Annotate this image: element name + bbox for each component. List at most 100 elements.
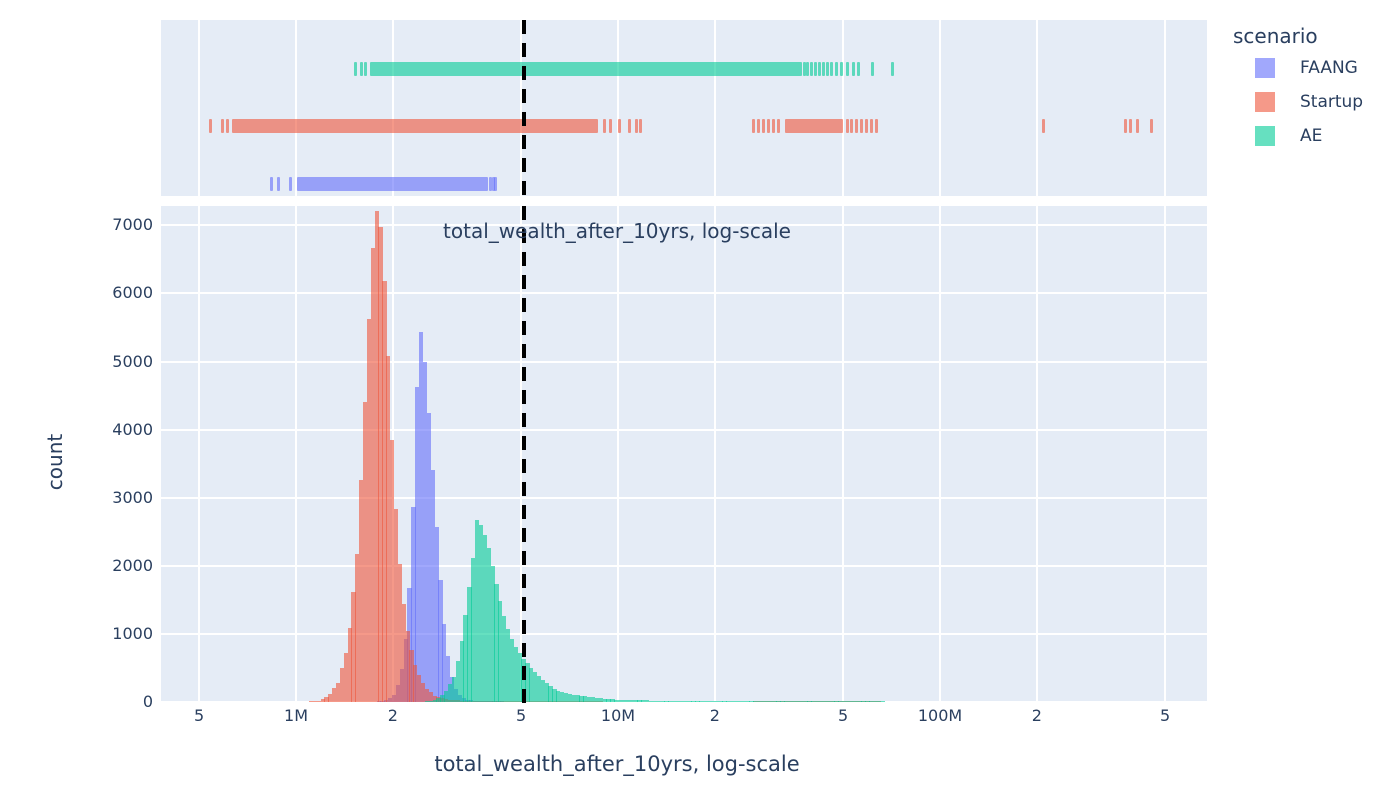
histogram-bar-AE	[726, 701, 731, 702]
gridline-horizontal	[161, 360, 1207, 363]
histogram-bar-Startup	[324, 697, 329, 702]
rug-subplot[interactable]	[161, 20, 1207, 196]
rug-tick-AE	[890, 62, 894, 76]
rug-tick-Startup	[208, 119, 212, 133]
histogram-bar-FAANG	[438, 579, 443, 702]
histogram-bar-AE	[467, 586, 472, 702]
histogram-bar-AE	[791, 701, 797, 702]
histogram-bar-Startup	[397, 563, 403, 702]
rug-tick-AE	[840, 62, 844, 76]
histogram-bar-AE	[784, 701, 789, 702]
x-tick-label: 10M	[600, 706, 636, 725]
histogram-bar-AE	[598, 698, 603, 702]
histogram-bar-Startup	[335, 682, 341, 702]
rug-tick-AE	[802, 62, 806, 76]
histogram-bar-AE	[880, 701, 886, 702]
histogram-bar-Startup	[405, 631, 410, 702]
histogram-bar-AE	[788, 701, 793, 702]
legend-item-FAANG[interactable]: FAANG	[1233, 58, 1363, 78]
histogram-bar-AE	[687, 701, 692, 702]
rug-tick-AE	[830, 62, 834, 76]
histogram-bar-AE	[846, 701, 851, 702]
x-axis-title: total_wealth_after_10yrs, log-scale	[434, 752, 800, 776]
rug-tick-FAANG	[493, 177, 497, 191]
y-tick-label: 0	[142, 692, 153, 711]
gridline-vertical	[520, 20, 523, 196]
histogram-bar-AE	[710, 701, 715, 702]
histogram-bar-Startup	[424, 688, 430, 702]
histogram-bar-AE	[587, 696, 592, 702]
histogram-bar-AE	[645, 700, 650, 702]
histogram-bar-AE	[629, 700, 634, 702]
histogram-bar-AE	[668, 701, 673, 702]
gridline-vertical	[939, 206, 941, 703]
histogram-bar-AE	[764, 701, 770, 702]
histogram-bar-AE	[459, 641, 464, 702]
x-tick-label: 5	[1160, 706, 1171, 725]
gridline-vertical	[617, 20, 619, 196]
histogram-bar-AE	[861, 701, 866, 702]
histogram-subplot[interactable]: total_wealth_after_10yrs, log-scale	[161, 206, 1207, 703]
histogram-bar-AE	[637, 700, 642, 702]
rug-tick-FAANG	[489, 177, 492, 191]
rug-tick-Startup	[602, 119, 606, 133]
x-tick-label: 100M	[917, 706, 963, 725]
rug-tick-FAANG	[491, 177, 495, 191]
gridline-vertical	[520, 206, 523, 703]
rug-tick-Startup	[860, 119, 864, 133]
histogram-bar-AE	[857, 701, 862, 702]
rug-tick-Startup	[1129, 119, 1133, 133]
histogram-bar-AE	[536, 676, 542, 702]
x-tick-label: 2	[387, 706, 398, 725]
histogram-bar-AE	[436, 697, 441, 702]
histogram-bar-AE	[656, 700, 661, 702]
rug-band-FAANG	[297, 177, 489, 191]
histogram-bar-AE	[424, 701, 430, 702]
legend: scenario FAANG Startup AE	[1233, 24, 1363, 160]
histogram-bar-AE	[672, 701, 677, 702]
gridline-vertical	[1164, 20, 1167, 196]
gridline-vertical	[842, 206, 845, 703]
rug-tick-AE	[821, 62, 825, 76]
legend-title: scenario	[1233, 24, 1318, 48]
histogram-bar-FAANG	[415, 386, 420, 702]
histogram-bar-AE	[579, 695, 584, 702]
gridline-horizontal	[161, 428, 1207, 431]
histogram-bar-AE	[490, 566, 495, 702]
y-tick-label: 4000	[112, 419, 153, 439]
legend-item-Startup[interactable]: Startup	[1233, 92, 1363, 112]
dashed-target-line	[522, 20, 526, 196]
histogram-bar-FAANG	[419, 332, 424, 702]
histogram-bar-AE	[745, 701, 750, 702]
histogram-bar-AE	[641, 700, 646, 702]
rug-tick-AE	[359, 62, 363, 76]
x-tick-label: 2	[1031, 706, 1042, 725]
histogram-bar-AE	[757, 701, 762, 702]
histogram-bar-AE	[761, 701, 766, 702]
legend-item-AE[interactable]: AE	[1233, 126, 1363, 146]
histogram-bar-AE	[730, 701, 735, 702]
y-tick-label: 5000	[112, 351, 153, 371]
rug-tick-FAANG	[277, 177, 281, 191]
rug-tick-Startup	[628, 119, 632, 133]
gridline-horizontal	[161, 496, 1207, 499]
histogram-bar-AE	[533, 671, 538, 702]
histogram-bar-AE	[807, 701, 812, 702]
histogram-bar-AE	[691, 701, 696, 702]
histogram-bar-FAANG	[411, 506, 416, 702]
histogram-bar-AE	[463, 614, 468, 702]
x-tick-label: 5	[516, 706, 527, 725]
histogram-bar-Startup	[374, 211, 379, 702]
rug-tick-Startup	[609, 119, 613, 133]
x-tick-label: 1M	[284, 706, 308, 725]
gridline-horizontal	[161, 224, 1207, 227]
gridline-vertical	[198, 206, 201, 703]
histogram-bar-AE	[633, 700, 638, 702]
rug-tick-AE	[834, 62, 838, 76]
histogram-bar-AE	[448, 683, 453, 702]
rug-tick-Startup	[756, 119, 760, 133]
histogram-bar-AE	[529, 668, 534, 702]
histogram-bar-AE	[517, 652, 522, 702]
histogram-bar-AE	[853, 701, 858, 702]
